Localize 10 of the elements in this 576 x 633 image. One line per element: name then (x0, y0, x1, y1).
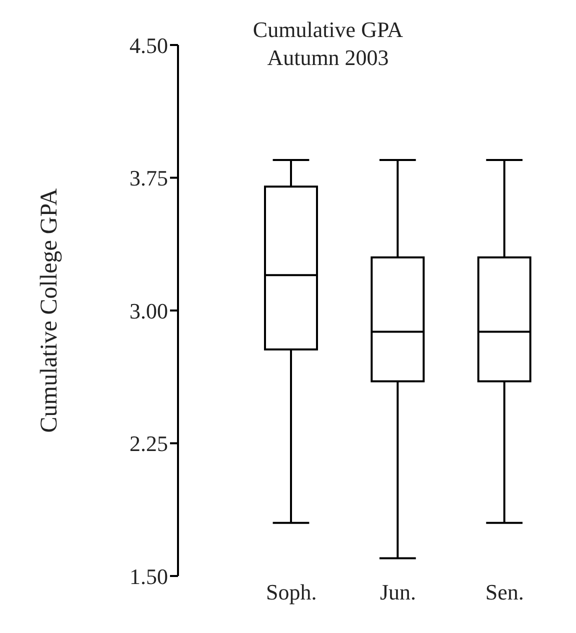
x-tick-label: Jun. (380, 580, 416, 605)
x-tick-label: Sen. (485, 580, 524, 605)
x-tick-label: Soph. (266, 580, 317, 605)
y-tick-label: 2.25 (130, 431, 168, 456)
y-tick-label: 3.75 (130, 166, 168, 191)
y-tick-label: 3.00 (130, 298, 168, 324)
y-tick-label: 1.50 (130, 564, 168, 589)
y-tick-label: 4.50 (130, 32, 168, 58)
y-axis-title: Cumulative College GPA (36, 188, 63, 433)
chart-title: Cumulative GPA Autumn 2003 (252, 16, 404, 72)
